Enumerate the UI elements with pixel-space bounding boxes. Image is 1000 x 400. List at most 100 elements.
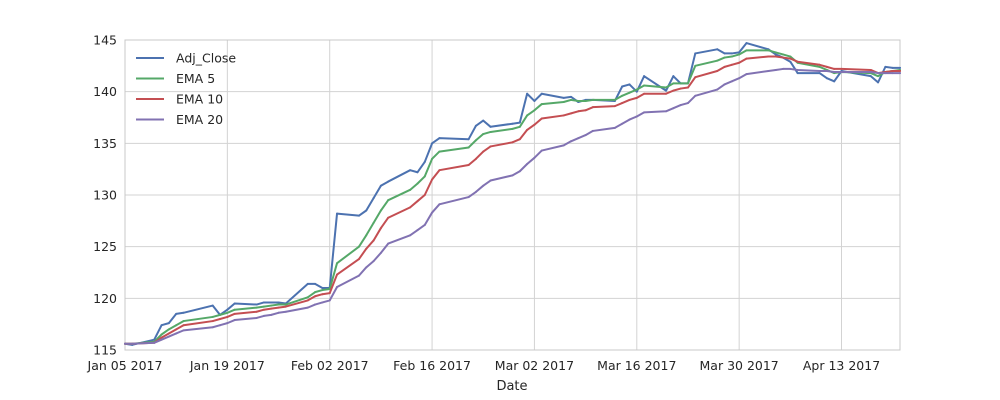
data-point <box>423 160 426 163</box>
data-point <box>891 70 894 72</box>
data-point <box>489 125 492 128</box>
data-point <box>767 70 770 72</box>
data-point <box>745 57 748 60</box>
data-point <box>233 312 236 315</box>
series-line <box>124 49 901 345</box>
data-point <box>891 72 894 75</box>
data-point <box>387 242 390 245</box>
data-point <box>255 306 258 309</box>
series-ema-20 <box>124 67 901 345</box>
data-point <box>745 73 748 76</box>
data-point <box>628 98 631 101</box>
data-point <box>665 110 668 113</box>
data-point <box>518 138 521 141</box>
data-point <box>825 77 828 80</box>
y-tick-label: 120 <box>93 291 117 306</box>
data-point <box>833 80 836 83</box>
data-point <box>336 273 339 276</box>
data-point <box>321 293 324 296</box>
data-point <box>211 304 214 307</box>
data-point <box>672 82 675 85</box>
x-tick-label: Mar 16 2017 <box>597 358 676 373</box>
data-point <box>409 234 412 237</box>
data-point <box>175 312 178 315</box>
data-point <box>262 314 265 317</box>
data-point <box>438 150 441 153</box>
x-tick-label: Feb 16 2017 <box>393 358 471 373</box>
data-point <box>789 60 792 63</box>
data-point <box>672 75 675 78</box>
data-point <box>277 311 280 314</box>
data-point <box>782 53 785 56</box>
data-point <box>262 301 265 304</box>
data-point <box>562 114 565 117</box>
data-point <box>489 145 492 148</box>
data-point <box>679 104 682 107</box>
data-point <box>270 304 273 307</box>
data-point <box>365 247 368 250</box>
data-point <box>533 123 536 126</box>
data-point <box>716 88 719 91</box>
data-point <box>306 296 309 299</box>
data-point <box>372 197 375 200</box>
data-point <box>613 98 616 101</box>
data-point <box>387 199 390 202</box>
data-point <box>840 67 843 70</box>
data-point <box>255 316 258 319</box>
data-point <box>255 303 258 306</box>
series-layer <box>124 42 901 346</box>
data-point <box>899 72 901 75</box>
data-point <box>540 92 543 95</box>
data-point <box>569 140 572 143</box>
data-point <box>628 83 631 86</box>
data-point <box>891 66 894 69</box>
data-point <box>124 342 126 345</box>
data-point <box>869 71 872 74</box>
data-point <box>694 94 697 97</box>
data-point <box>694 52 697 55</box>
data-point <box>540 117 543 120</box>
data-point <box>789 57 792 60</box>
data-point <box>665 92 668 95</box>
data-point <box>569 95 572 98</box>
data-point <box>518 121 521 124</box>
data-point <box>730 80 733 83</box>
data-point <box>840 71 843 74</box>
data-point <box>686 102 689 105</box>
data-point <box>314 291 317 294</box>
data-point <box>518 125 521 128</box>
data-point <box>233 302 236 305</box>
data-point <box>774 68 777 71</box>
data-point <box>167 322 170 325</box>
data-point <box>277 306 280 309</box>
data-point <box>577 110 580 113</box>
data-point <box>284 303 287 306</box>
data-point <box>643 75 646 78</box>
data-point <box>540 103 543 106</box>
series-line <box>124 67 901 345</box>
data-point <box>226 308 229 311</box>
data-point <box>219 313 222 316</box>
data-point <box>357 258 360 261</box>
data-point <box>357 274 360 277</box>
data-point <box>833 71 836 74</box>
data-point <box>182 329 185 332</box>
data-point <box>482 184 485 187</box>
data-point <box>884 65 887 68</box>
data-point <box>774 55 777 58</box>
data-point <box>738 53 741 56</box>
data-point <box>628 91 631 94</box>
data-point <box>584 109 587 112</box>
data-point <box>211 320 214 323</box>
data-point <box>679 87 682 90</box>
data-point <box>306 282 309 285</box>
data-point <box>694 64 697 67</box>
data-point <box>357 214 360 217</box>
data-point <box>738 77 741 80</box>
data-point <box>562 144 565 147</box>
y-tick-label: 140 <box>93 84 117 99</box>
legend: Adj_Close EMA 5 EMA 10 EMA 20 <box>136 51 236 127</box>
data-point <box>782 67 785 70</box>
data-point <box>219 324 222 327</box>
data-point <box>336 262 339 265</box>
